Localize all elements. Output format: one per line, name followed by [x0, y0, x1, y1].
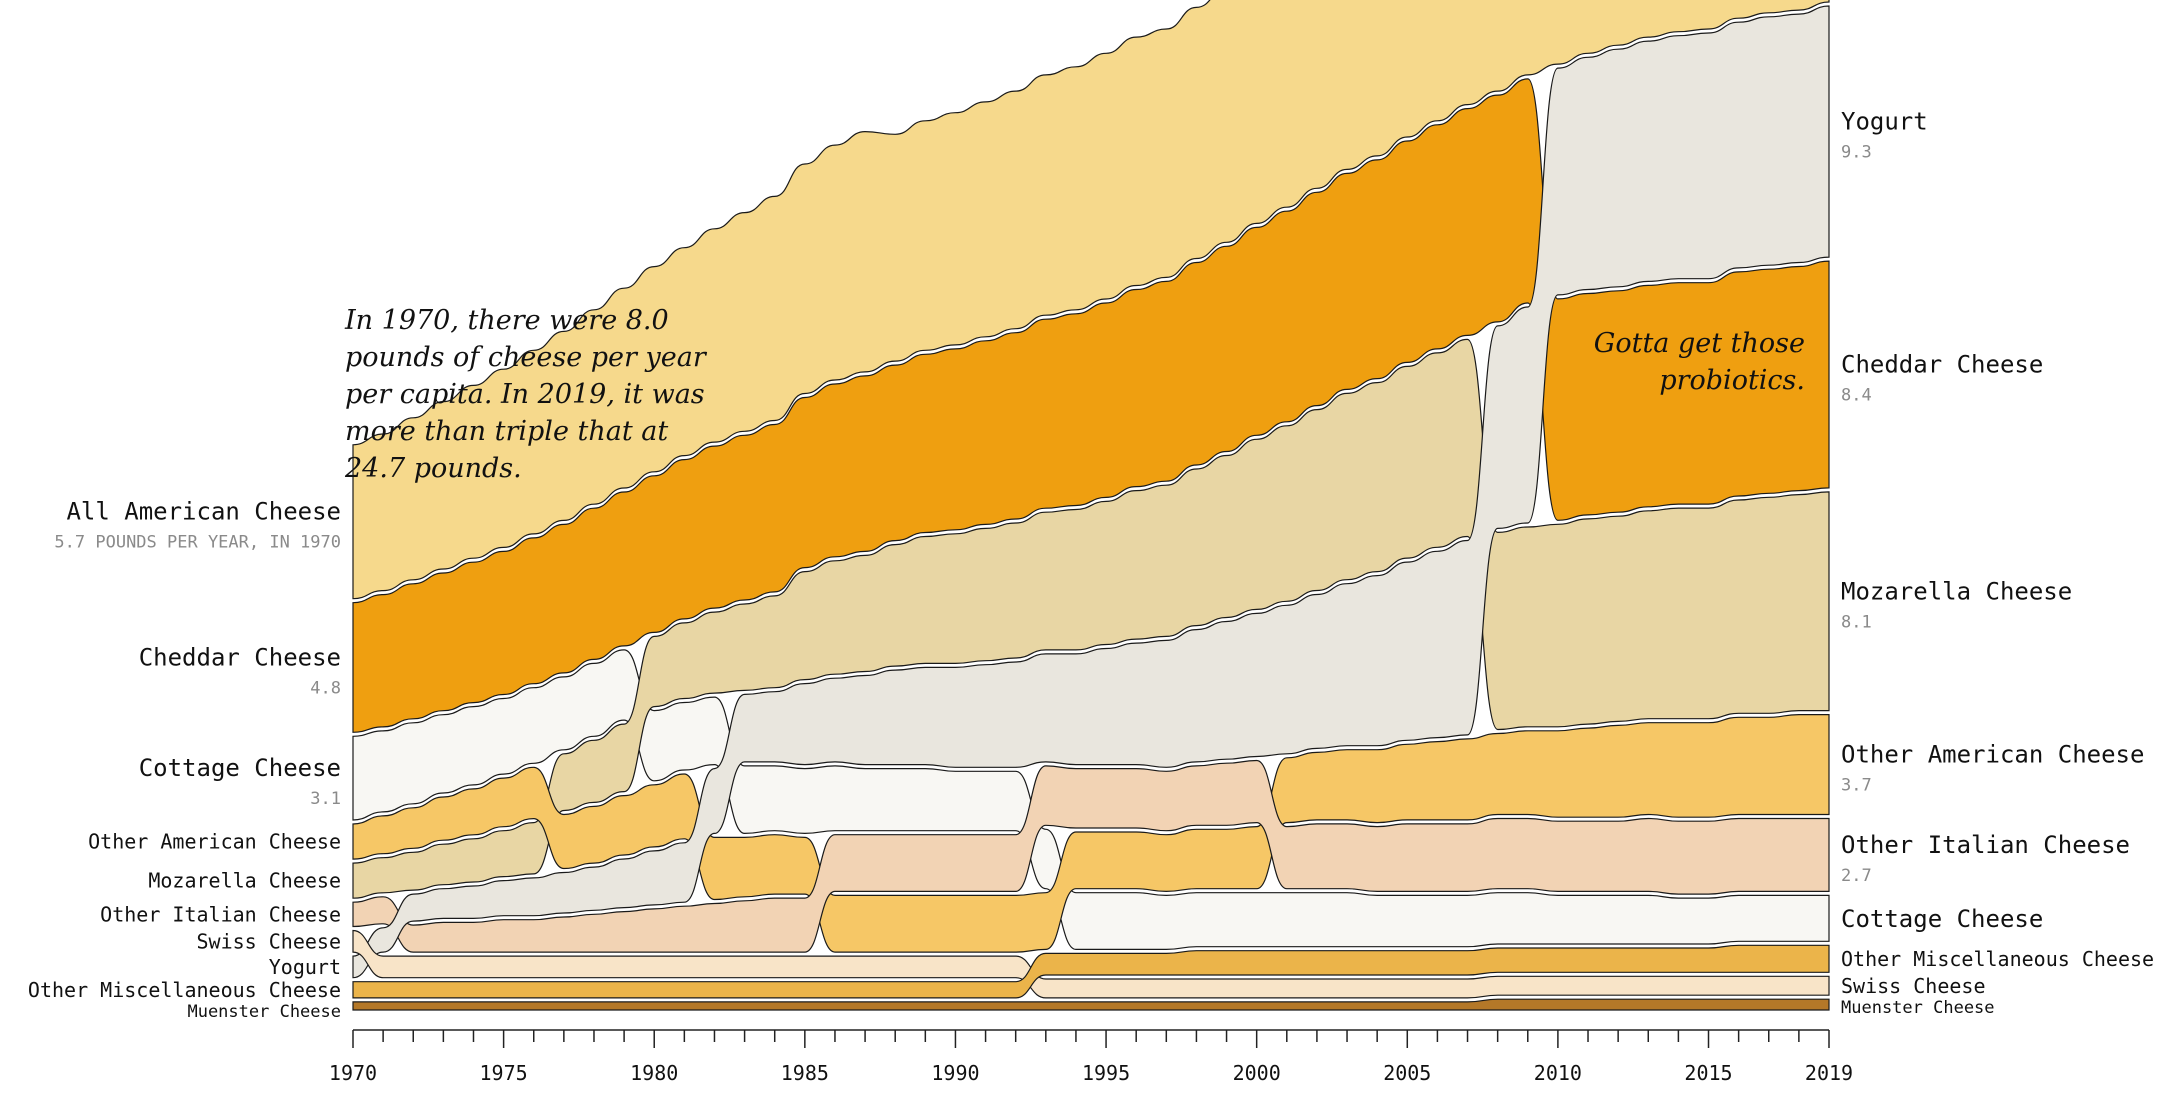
left-label-swiss-cheese: Swiss Cheese — [197, 929, 342, 953]
x-tick-label-2000: 2000 — [1233, 1061, 1281, 1085]
stream-yogurt — [352, 5, 1830, 979]
stream-swiss-cheese — [352, 929, 1830, 999]
right-label-yogurt: Yogurt — [1841, 108, 1928, 136]
stream-mozarella-cheese — [352, 338, 1830, 899]
x-tick-label-1980: 1980 — [630, 1061, 678, 1085]
left-label-other-italian-cheese: Other Italian Cheese — [100, 902, 341, 926]
stream-all-american-cheese — [352, 0, 1830, 600]
stream-muenster-cheese — [352, 998, 1830, 1011]
right-label-other-american-cheese: Other American Cheese — [1841, 741, 2144, 769]
x-tick-label-2019: 2019 — [1805, 1061, 1853, 1085]
left-label-cheddar-cheese: Cheddar Cheese — [139, 644, 341, 672]
stream-other-italian-cheese — [352, 759, 1830, 953]
left-labels: All American Cheese 5.7 POUNDS PER YEAR, … — [28, 498, 341, 1022]
stream-cheddar-cheese — [352, 78, 1830, 733]
streams-layer — [352, 0, 1830, 1011]
annotation-total-cheese: In 1970, there were 8.0 pounds of cheese… — [345, 305, 706, 484]
right-label-cheddar-cheese: Cheddar Cheese — [1841, 351, 2043, 379]
right-label-muenster-cheese: Muenster Cheese — [1841, 998, 1995, 1018]
stream-other-miscellaneous-cheese — [352, 944, 1830, 999]
left-label-muenster-cheese: Muenster Cheese — [187, 1002, 341, 1022]
right-label-mozarella-cheese: Mozarella Cheese — [1841, 577, 2072, 605]
x-tick-label-1995: 1995 — [1082, 1061, 1130, 1085]
right-sublabel-other-italian-cheese: 2.7 — [1841, 866, 1872, 886]
x-tick-label-2010: 2010 — [1534, 1061, 1582, 1085]
right-label-other-italian-cheese: Other Italian Cheese — [1841, 831, 2130, 859]
left-label-all-american-cheese: All American Cheese — [66, 498, 341, 526]
right-sublabel-cheddar-cheese: 8.4 — [1841, 386, 1872, 406]
stream-other-american-cheese — [352, 713, 1830, 953]
left-label-other-american-cheese: Other American Cheese — [88, 830, 341, 854]
left-sublabel-cheddar-cheese: 4.8 — [310, 679, 341, 699]
annotation-yogurt: Gotta get those probiotics. — [1593, 328, 1805, 396]
x-tick-label-1975: 1975 — [480, 1061, 528, 1085]
left-label-cottage-cheese: Cottage Cheese — [139, 754, 341, 782]
x-tick-label-2005: 2005 — [1383, 1061, 1431, 1085]
x-axis: 1970 1975 1980 1985 1990 1995 2000 2005 2010 2015… — [329, 1029, 1853, 1085]
right-label-other-miscellaneous-cheese: Other Miscellaneous Cheese — [1841, 947, 2154, 971]
x-tick-label-1990: 1990 — [931, 1061, 979, 1085]
right-sublabel-mozarella-cheese: 8.1 — [1841, 612, 1872, 632]
right-sublabel-yogurt: 9.3 — [1841, 143, 1872, 163]
left-sublabel-all-american-cheese: 5.7 POUNDS PER YEAR, IN 1970 — [54, 533, 341, 553]
left-label-mozarella-cheese: Mozarella Cheese — [148, 869, 341, 893]
stream-cottage-cheese — [352, 649, 1830, 951]
right-sublabel-other-american-cheese: 3.7 — [1841, 776, 1872, 796]
left-sublabel-cottage-cheese: 3.1 — [310, 789, 341, 809]
x-tick-label-1985: 1985 — [781, 1061, 829, 1085]
right-label-cottage-cheese: Cottage Cheese — [1841, 905, 2043, 933]
x-tick-label-2015: 2015 — [1684, 1061, 1732, 1085]
left-label-yogurt: Yogurt — [269, 955, 341, 979]
right-labels: All American Cheese12.1 POUNDS PER YEAR,… — [1841, 108, 2154, 1018]
left-label-other-miscellaneous-cheese: Other Miscellaneous Cheese — [28, 978, 341, 1002]
x-tick-label-1970: 1970 — [329, 1061, 377, 1085]
right-label-swiss-cheese: Swiss Cheese — [1841, 974, 1986, 998]
